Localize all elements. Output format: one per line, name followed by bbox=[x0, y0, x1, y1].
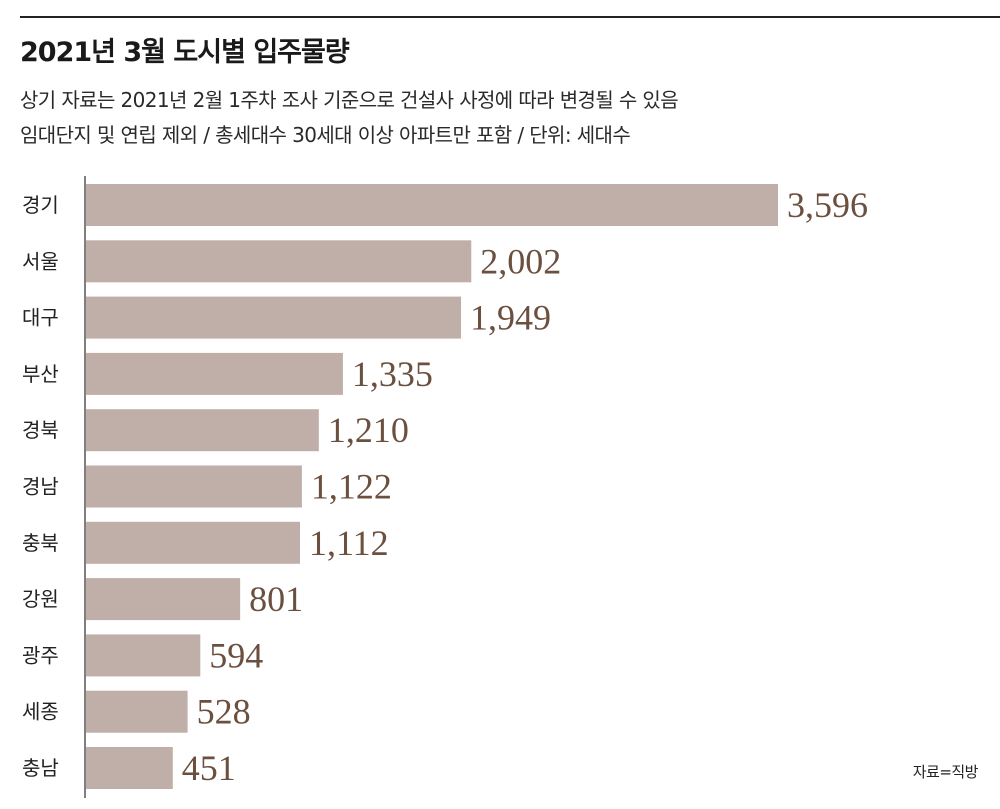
value-label: 1,112 bbox=[309, 523, 389, 563]
value-label: 594 bbox=[209, 635, 263, 675]
category-label: 서울 bbox=[22, 249, 59, 273]
bar bbox=[86, 465, 302, 508]
chart-subtitle-scope: 임대단지 및 연립 제외 / 총세대수 30세대 이상 아파트만 포함 / 단위… bbox=[20, 123, 631, 147]
bar bbox=[86, 296, 462, 339]
value-label: 801 bbox=[249, 579, 303, 619]
category-label: 광주 bbox=[22, 643, 59, 667]
category-label: 충북 bbox=[22, 531, 59, 555]
bar bbox=[86, 578, 241, 621]
category-label: 세종 bbox=[22, 700, 59, 724]
bar bbox=[86, 690, 188, 733]
bar bbox=[86, 240, 472, 283]
category-label: 부산 bbox=[22, 362, 59, 386]
value-label: 3,596 bbox=[787, 185, 868, 225]
category-label: 경남 bbox=[22, 475, 59, 499]
top-rule bbox=[20, 16, 1000, 18]
value-label: 2,002 bbox=[480, 241, 561, 281]
value-label: 451 bbox=[182, 748, 236, 788]
category-label: 강원 bbox=[22, 587, 59, 611]
bar bbox=[86, 634, 201, 677]
value-label: 1,122 bbox=[311, 467, 392, 507]
chart-subtitle-note: 상기 자료는 2021년 2월 1주차 조사 기준으로 건설사 사정에 따라 변… bbox=[20, 88, 679, 112]
category-label: 경기 bbox=[22, 193, 59, 217]
category-label: 대구 bbox=[22, 306, 59, 330]
source-credit: 자료=직방 bbox=[912, 763, 979, 781]
bar bbox=[86, 521, 300, 564]
category-label: 경북 bbox=[22, 418, 59, 442]
category-label: 충남 bbox=[22, 756, 59, 780]
bar bbox=[86, 184, 778, 226]
bar bbox=[86, 352, 343, 395]
chart-title: 2021년 3월 도시별 입주물량 bbox=[20, 37, 350, 68]
value-label: 1,949 bbox=[470, 298, 551, 338]
bar-chart: 경기 3,596 서울 2,002 대구 1,949 부산 1,335 경북 1,210 경남 1,1… bbox=[22, 176, 868, 798]
bar bbox=[86, 747, 173, 789]
value-label: 1,335 bbox=[352, 354, 433, 394]
bar bbox=[86, 409, 319, 452]
value-label: 1,210 bbox=[328, 410, 409, 450]
value-label: 528 bbox=[197, 692, 251, 732]
